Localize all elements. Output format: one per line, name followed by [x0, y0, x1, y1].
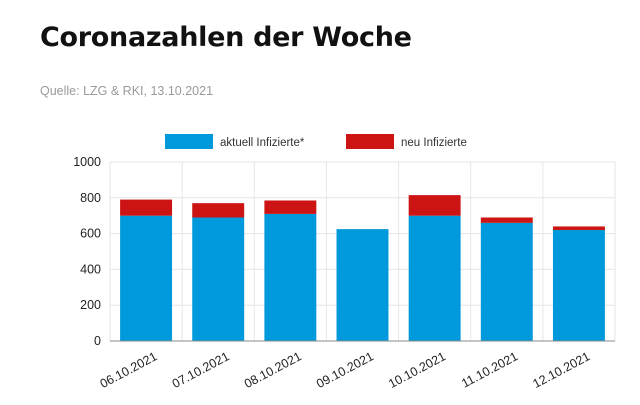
bar-aktuell-infizierte: [408, 215, 461, 341]
chart-source: Quelle: LZG & RKI, 13.10.2021: [40, 84, 214, 98]
legend-swatch: [165, 134, 213, 149]
y-tick-label: 200: [80, 298, 101, 312]
x-tick-label: 06.10.2021: [98, 349, 160, 391]
legend-swatch: [346, 134, 394, 149]
y-tick-label: 600: [80, 227, 101, 241]
bar-neu-infizierte: [264, 200, 317, 214]
bar-aktuell-infizierte: [264, 213, 317, 341]
x-tick-label: 08.10.2021: [242, 349, 304, 391]
bar-aktuell-infizierte: [336, 229, 389, 341]
legend-label: neu Infizierte: [401, 137, 467, 149]
x-tick-label: 11.10.2021: [459, 349, 520, 390]
bar-neu-infizierte: [480, 217, 533, 223]
chart-title: Coronazahlen der Woche: [40, 22, 412, 53]
legend: aktuell Infizierte* neu Infizierte: [165, 134, 467, 149]
y-tick-label: 0: [94, 334, 101, 348]
x-tick-label: 10.10.2021: [386, 349, 448, 391]
bar-neu-infizierte: [408, 195, 461, 216]
bar-neu-infizierte: [120, 199, 173, 216]
y-tick-label: 1000: [73, 155, 101, 169]
bar-neu-infizierte: [552, 226, 605, 231]
y-tick-label: 400: [80, 262, 101, 276]
bar-aktuell-infizierte: [480, 222, 533, 341]
x-tick-label: 09.10.2021: [314, 349, 376, 391]
x-tick-label: 12.10.2021: [531, 349, 593, 391]
bar-neu-infizierte: [192, 203, 245, 218]
bar-aktuell-infizierte: [192, 217, 245, 341]
bar-aktuell-infizierte: [552, 230, 605, 341]
y-tick-label: 800: [80, 191, 101, 205]
bar-aktuell-infizierte: [120, 215, 173, 341]
legend-label: aktuell Infizierte*: [220, 137, 305, 149]
x-tick-label: 07.10.2021: [170, 349, 232, 391]
bars: [120, 195, 605, 341]
